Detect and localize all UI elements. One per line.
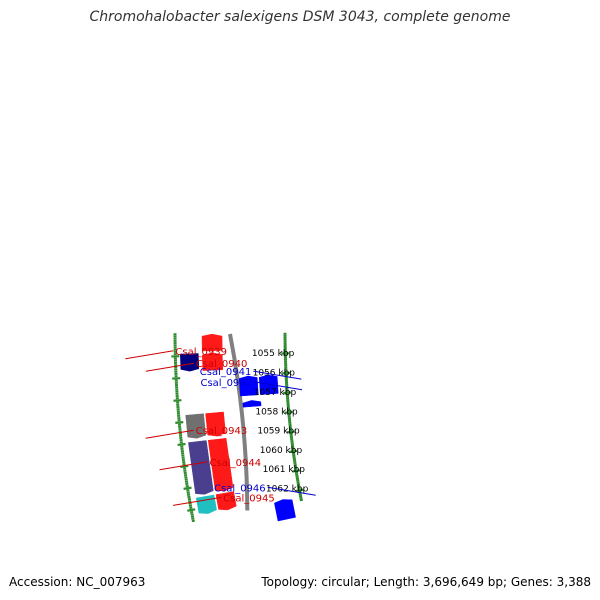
leader-line — [125, 350, 174, 360]
minor-tick — [299, 496, 303, 500]
gene-arrow-csal-0942 — [242, 400, 262, 408]
minor-tick — [296, 481, 300, 484]
gene-arrow-csal-0945 — [195, 494, 217, 514]
major-tick — [173, 399, 182, 402]
minor-tick — [187, 497, 191, 501]
gene-arrow-csal-0939 — [201, 333, 223, 352]
tick-label: 1062 kbp — [266, 484, 309, 494]
tick-label: 1059 kbp — [257, 427, 300, 437]
major-tick — [183, 486, 192, 490]
major-tick — [177, 442, 186, 447]
tick-label: 1058 kbp — [255, 407, 298, 417]
backbone — [228, 333, 250, 511]
minor-tick — [191, 519, 195, 523]
minor-tick — [296, 479, 300, 482]
minor-tick — [296, 483, 301, 486]
tick-dots — [173, 332, 303, 523]
leader-line — [267, 486, 316, 496]
minor-tick — [297, 485, 301, 488]
major-tick — [180, 464, 189, 469]
gene-arrow-unnamed — [238, 375, 259, 397]
minor-tick — [188, 500, 192, 503]
minor-tick — [190, 510, 194, 514]
minor-tick — [190, 515, 195, 518]
gene-arrow-unnamed — [205, 411, 226, 437]
minor-tick — [299, 498, 303, 502]
leader-line — [253, 370, 302, 380]
gene-arrow-csal-0941 — [258, 374, 279, 395]
tick-label: 1061 kbp — [263, 465, 306, 475]
gene-label-csal-0945[interactable]: Csal_0945 — [223, 493, 275, 504]
gene-arrow-csal-0946 — [274, 499, 296, 522]
minor-tick — [298, 492, 302, 496]
tick-label: 1057 kbp — [254, 388, 297, 398]
major-tick — [286, 430, 295, 434]
tick-label: 1060 kbp — [260, 446, 303, 456]
minor-tick — [188, 502, 192, 505]
minor-tick — [297, 487, 301, 490]
gene-arrow-unnamed — [207, 438, 234, 492]
gene-arrow-unnamed — [215, 491, 237, 511]
tick-label: 1056 kbp — [253, 369, 296, 379]
major-tick — [187, 508, 196, 512]
accession-text: Accession: NC_007963 — [9, 575, 146, 589]
minor-tick — [298, 494, 303, 498]
gene-label-csal-0940[interactable]: Csal_0940 — [196, 359, 248, 370]
leader-line — [145, 362, 194, 372]
gene-label-csal-0946[interactable]: Csal_0946 — [214, 483, 266, 494]
major-tick — [283, 391, 292, 395]
major-tick — [289, 449, 298, 454]
minor-tick — [190, 513, 194, 516]
backbone-arc — [228, 333, 250, 511]
major-tick — [175, 421, 184, 424]
gene-arrow-csal-0943 — [185, 413, 206, 439]
gene-arrow-csal-0940 — [202, 352, 224, 371]
leader-line — [159, 461, 208, 471]
leader-line — [145, 429, 194, 439]
major-tick — [284, 410, 293, 414]
minor-tick — [191, 517, 195, 520]
minor-tick — [188, 504, 193, 507]
gene-arrow-csal-0944 — [188, 440, 214, 495]
major-tick — [292, 469, 301, 473]
minor-tick — [189, 506, 193, 510]
gene-features — [180, 333, 296, 522]
gene-arrow-unnamed — [180, 353, 200, 372]
genome-summary-text: Topology: circular; Length: 3,696,649 bp… — [261, 575, 591, 589]
gene-label-csal-0941[interactable]: Csal_0941 — [200, 367, 252, 378]
tick-label: 1055 kbp — [252, 349, 295, 359]
gene-label-csal-0943[interactable]: Csal_0943 — [196, 426, 248, 437]
leader-line — [173, 496, 222, 506]
ruler-ticks: 1055 kbp 1056 kbp 1057 kbp 1058 kbp 1059 kbp… — [171, 349, 309, 512]
leader-line — [253, 381, 303, 391]
gene-label-csal-0944[interactable]: Csal_0944 — [210, 458, 262, 469]
map-title: Chromohalobacter salexigens DSM 3043, co… — [89, 9, 511, 25]
gene-label-csal-0939[interactable]: Csal_0939 — [175, 347, 227, 358]
major-tick — [295, 488, 304, 493]
gene-label-csal-0942[interactable]: Csal_0942 — [200, 378, 252, 389]
